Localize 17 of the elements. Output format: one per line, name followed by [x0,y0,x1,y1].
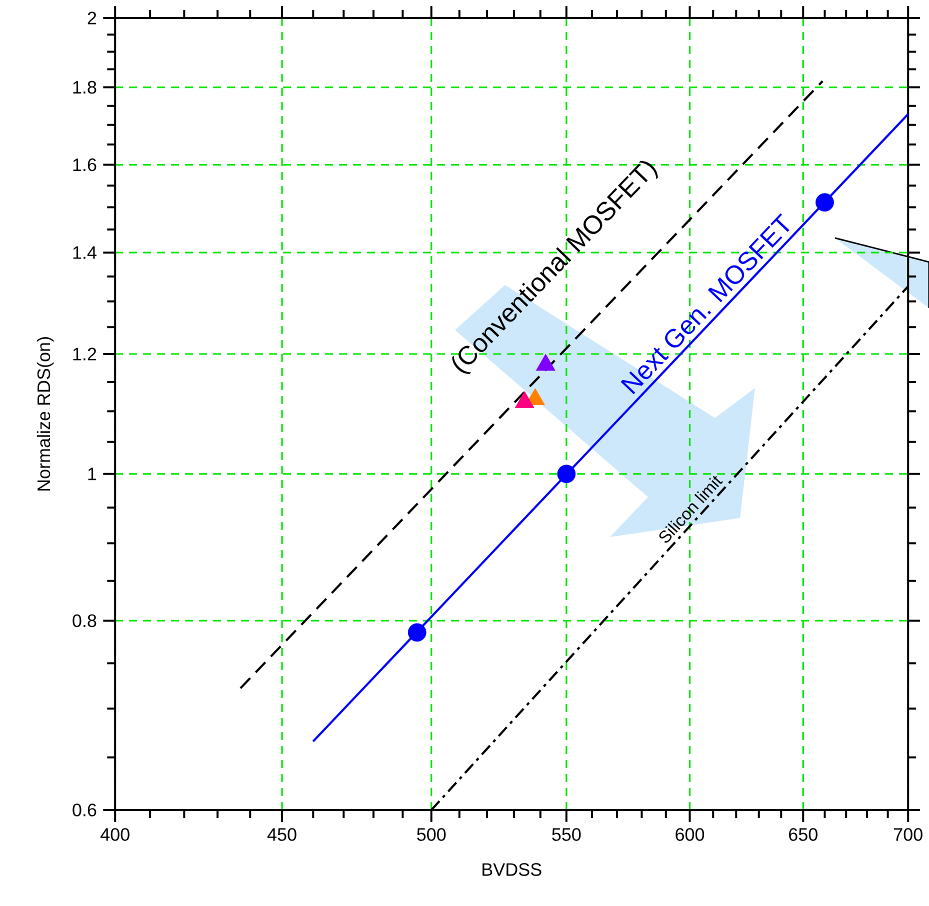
y-tick-label: 0.6 [72,804,96,816]
x-tick-label: 550 [552,828,581,841]
y-tick-label: 0.8 [72,614,96,628]
x-tick-label: 700 [894,828,922,841]
x-axis-title: BVDSS [482,863,542,876]
y-tick-label: 1.4 [73,246,96,259]
x-tick-label: 500 [417,828,446,841]
y-tick-label: 1.8 [73,80,96,94]
x-tick-label: 400 [100,828,130,841]
y-tick-label: 1.2 [73,348,96,360]
y-axis-title: Normalize RDS(on) [36,337,54,491]
y-tick-label: 1.6 [73,158,96,172]
y-tick-label: 2 [88,12,96,24]
x-tick-label: 650 [789,828,818,841]
x-tick-label: 600 [676,828,704,841]
y-tick-label: 1 [88,468,96,480]
x-tick-label: 450 [267,828,296,841]
